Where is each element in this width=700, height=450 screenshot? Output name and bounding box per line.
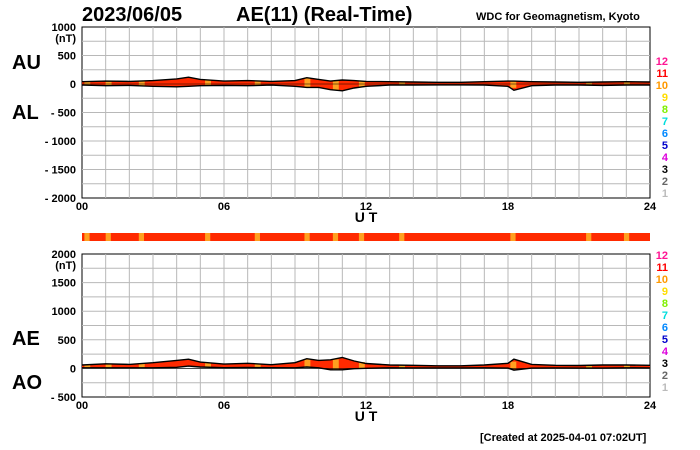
y-tick-label: - 500 bbox=[51, 108, 76, 120]
station-patch bbox=[332, 80, 339, 90]
station-scale-label: 5 bbox=[662, 334, 668, 346]
x-tick-label: 18 bbox=[502, 201, 514, 213]
y-unit-label: (nT) bbox=[55, 260, 76, 272]
station-scale-label: 1 bbox=[662, 382, 668, 394]
station-patch bbox=[586, 365, 593, 369]
station-scale-label: 4 bbox=[662, 346, 669, 358]
y-unit-label: (nT) bbox=[55, 33, 76, 45]
status-bar-patch bbox=[623, 233, 630, 241]
au-label: AU bbox=[12, 52, 41, 74]
station-patch bbox=[138, 363, 145, 368]
al-label: AL bbox=[12, 102, 39, 124]
station-scale-label: 9 bbox=[662, 92, 668, 104]
station-scale-label: 10 bbox=[656, 274, 668, 286]
station-scale-label: 7 bbox=[662, 116, 668, 128]
status-bar-patch bbox=[254, 233, 260, 241]
x-tick-label: 24 bbox=[644, 400, 657, 412]
status-bar-patch bbox=[510, 233, 516, 241]
x-axis-label: U T bbox=[355, 408, 378, 424]
chart-title: AE(11) (Real-Time) bbox=[236, 4, 413, 26]
x-tick-label: 12 bbox=[360, 201, 372, 213]
series-line-au bbox=[81, 76, 651, 84]
chart-date: 2023/06/05 bbox=[82, 4, 183, 26]
ae-label: AE bbox=[12, 328, 40, 350]
series-line-al bbox=[81, 84, 650, 92]
station-scale-label: 10 bbox=[656, 80, 668, 92]
x-axis-label: U T bbox=[355, 209, 378, 225]
series-line-ae bbox=[81, 356, 651, 367]
status-bar-patch bbox=[399, 233, 405, 241]
created-timestamp: [Created at 2025-04-01 07:02UT] bbox=[480, 432, 647, 444]
x-tick-label: 24 bbox=[644, 201, 657, 213]
station-patch bbox=[304, 78, 311, 88]
station-scale-label: 11 bbox=[656, 68, 668, 80]
status-bar-patch bbox=[84, 233, 90, 241]
station-scale-label: 12 bbox=[656, 250, 668, 262]
station-patch bbox=[84, 364, 91, 368]
y-tick-label: 2000 bbox=[52, 249, 76, 261]
station-scale-label: 3 bbox=[662, 164, 668, 176]
y-tick-label: 0 bbox=[70, 79, 76, 91]
status-bar bbox=[82, 233, 650, 241]
station-patch bbox=[138, 81, 145, 86]
station-patch bbox=[332, 359, 339, 370]
station-scale-label: 3 bbox=[662, 358, 668, 370]
station-scale-label: 2 bbox=[662, 176, 668, 188]
station-scale-label: 11 bbox=[656, 262, 668, 274]
x-tick-label: 00 bbox=[76, 201, 88, 213]
status-bar-patch bbox=[586, 233, 592, 241]
station-scale-label: 9 bbox=[662, 286, 668, 298]
y-tick-label: 500 bbox=[58, 51, 76, 63]
station-scale-label: 5 bbox=[662, 140, 668, 152]
station-patch bbox=[205, 79, 211, 86]
station-patch bbox=[205, 362, 211, 368]
station-scale-label: 6 bbox=[662, 322, 668, 334]
status-bar-patch bbox=[205, 233, 211, 241]
y-tick-label: 1500 bbox=[52, 278, 76, 290]
x-tick-label: 18 bbox=[502, 400, 514, 412]
status-bar-patch bbox=[332, 233, 339, 241]
station-patch bbox=[105, 363, 112, 368]
y-tick-label: 1000 bbox=[52, 306, 76, 318]
station-patch bbox=[510, 361, 517, 369]
y-tick-label: - 1000 bbox=[45, 136, 76, 148]
status-bar-patch bbox=[304, 233, 310, 241]
station-patch bbox=[510, 81, 517, 88]
y-tick-label: - 2000 bbox=[45, 193, 76, 205]
station-patch bbox=[358, 361, 365, 369]
station-patch bbox=[399, 365, 406, 368]
station-patch bbox=[623, 81, 630, 86]
credit-label: WDC for Geomagnetism, Kyoto bbox=[476, 11, 640, 23]
y-tick-label: 1000 bbox=[52, 22, 76, 34]
status-bar-patch bbox=[105, 233, 111, 241]
y-tick-label: 0 bbox=[70, 363, 76, 375]
x-tick-label: 12 bbox=[360, 400, 372, 412]
station-patch bbox=[105, 81, 112, 86]
station-patch bbox=[623, 364, 630, 368]
status-bar-patch bbox=[358, 233, 365, 241]
y-tick-label: - 500 bbox=[51, 392, 76, 404]
station-scale-label: 8 bbox=[662, 298, 668, 310]
station-scale-label: 7 bbox=[662, 310, 668, 322]
station-patch bbox=[254, 363, 261, 368]
station-scale-label: 12 bbox=[656, 56, 668, 68]
station-scale-label: 2 bbox=[662, 370, 668, 382]
y-tick-label: 500 bbox=[58, 335, 76, 347]
station-patch bbox=[304, 359, 311, 368]
x-tick-label: 06 bbox=[218, 201, 230, 213]
station-scale-label: 4 bbox=[662, 152, 669, 164]
station-patch bbox=[399, 81, 406, 86]
series-line-ao bbox=[82, 365, 651, 371]
ao-label: AO bbox=[12, 372, 42, 394]
status-bar-patch bbox=[138, 233, 145, 241]
station-scale-label: 6 bbox=[662, 128, 668, 140]
station-scale-label: 1 bbox=[662, 188, 668, 200]
station-patch bbox=[254, 80, 261, 86]
y-tick-label: - 1500 bbox=[45, 165, 76, 177]
x-tick-label: 00 bbox=[76, 400, 88, 412]
station-patch bbox=[84, 81, 91, 86]
station-scale-label: 8 bbox=[662, 104, 668, 116]
x-tick-label: 06 bbox=[218, 400, 230, 412]
